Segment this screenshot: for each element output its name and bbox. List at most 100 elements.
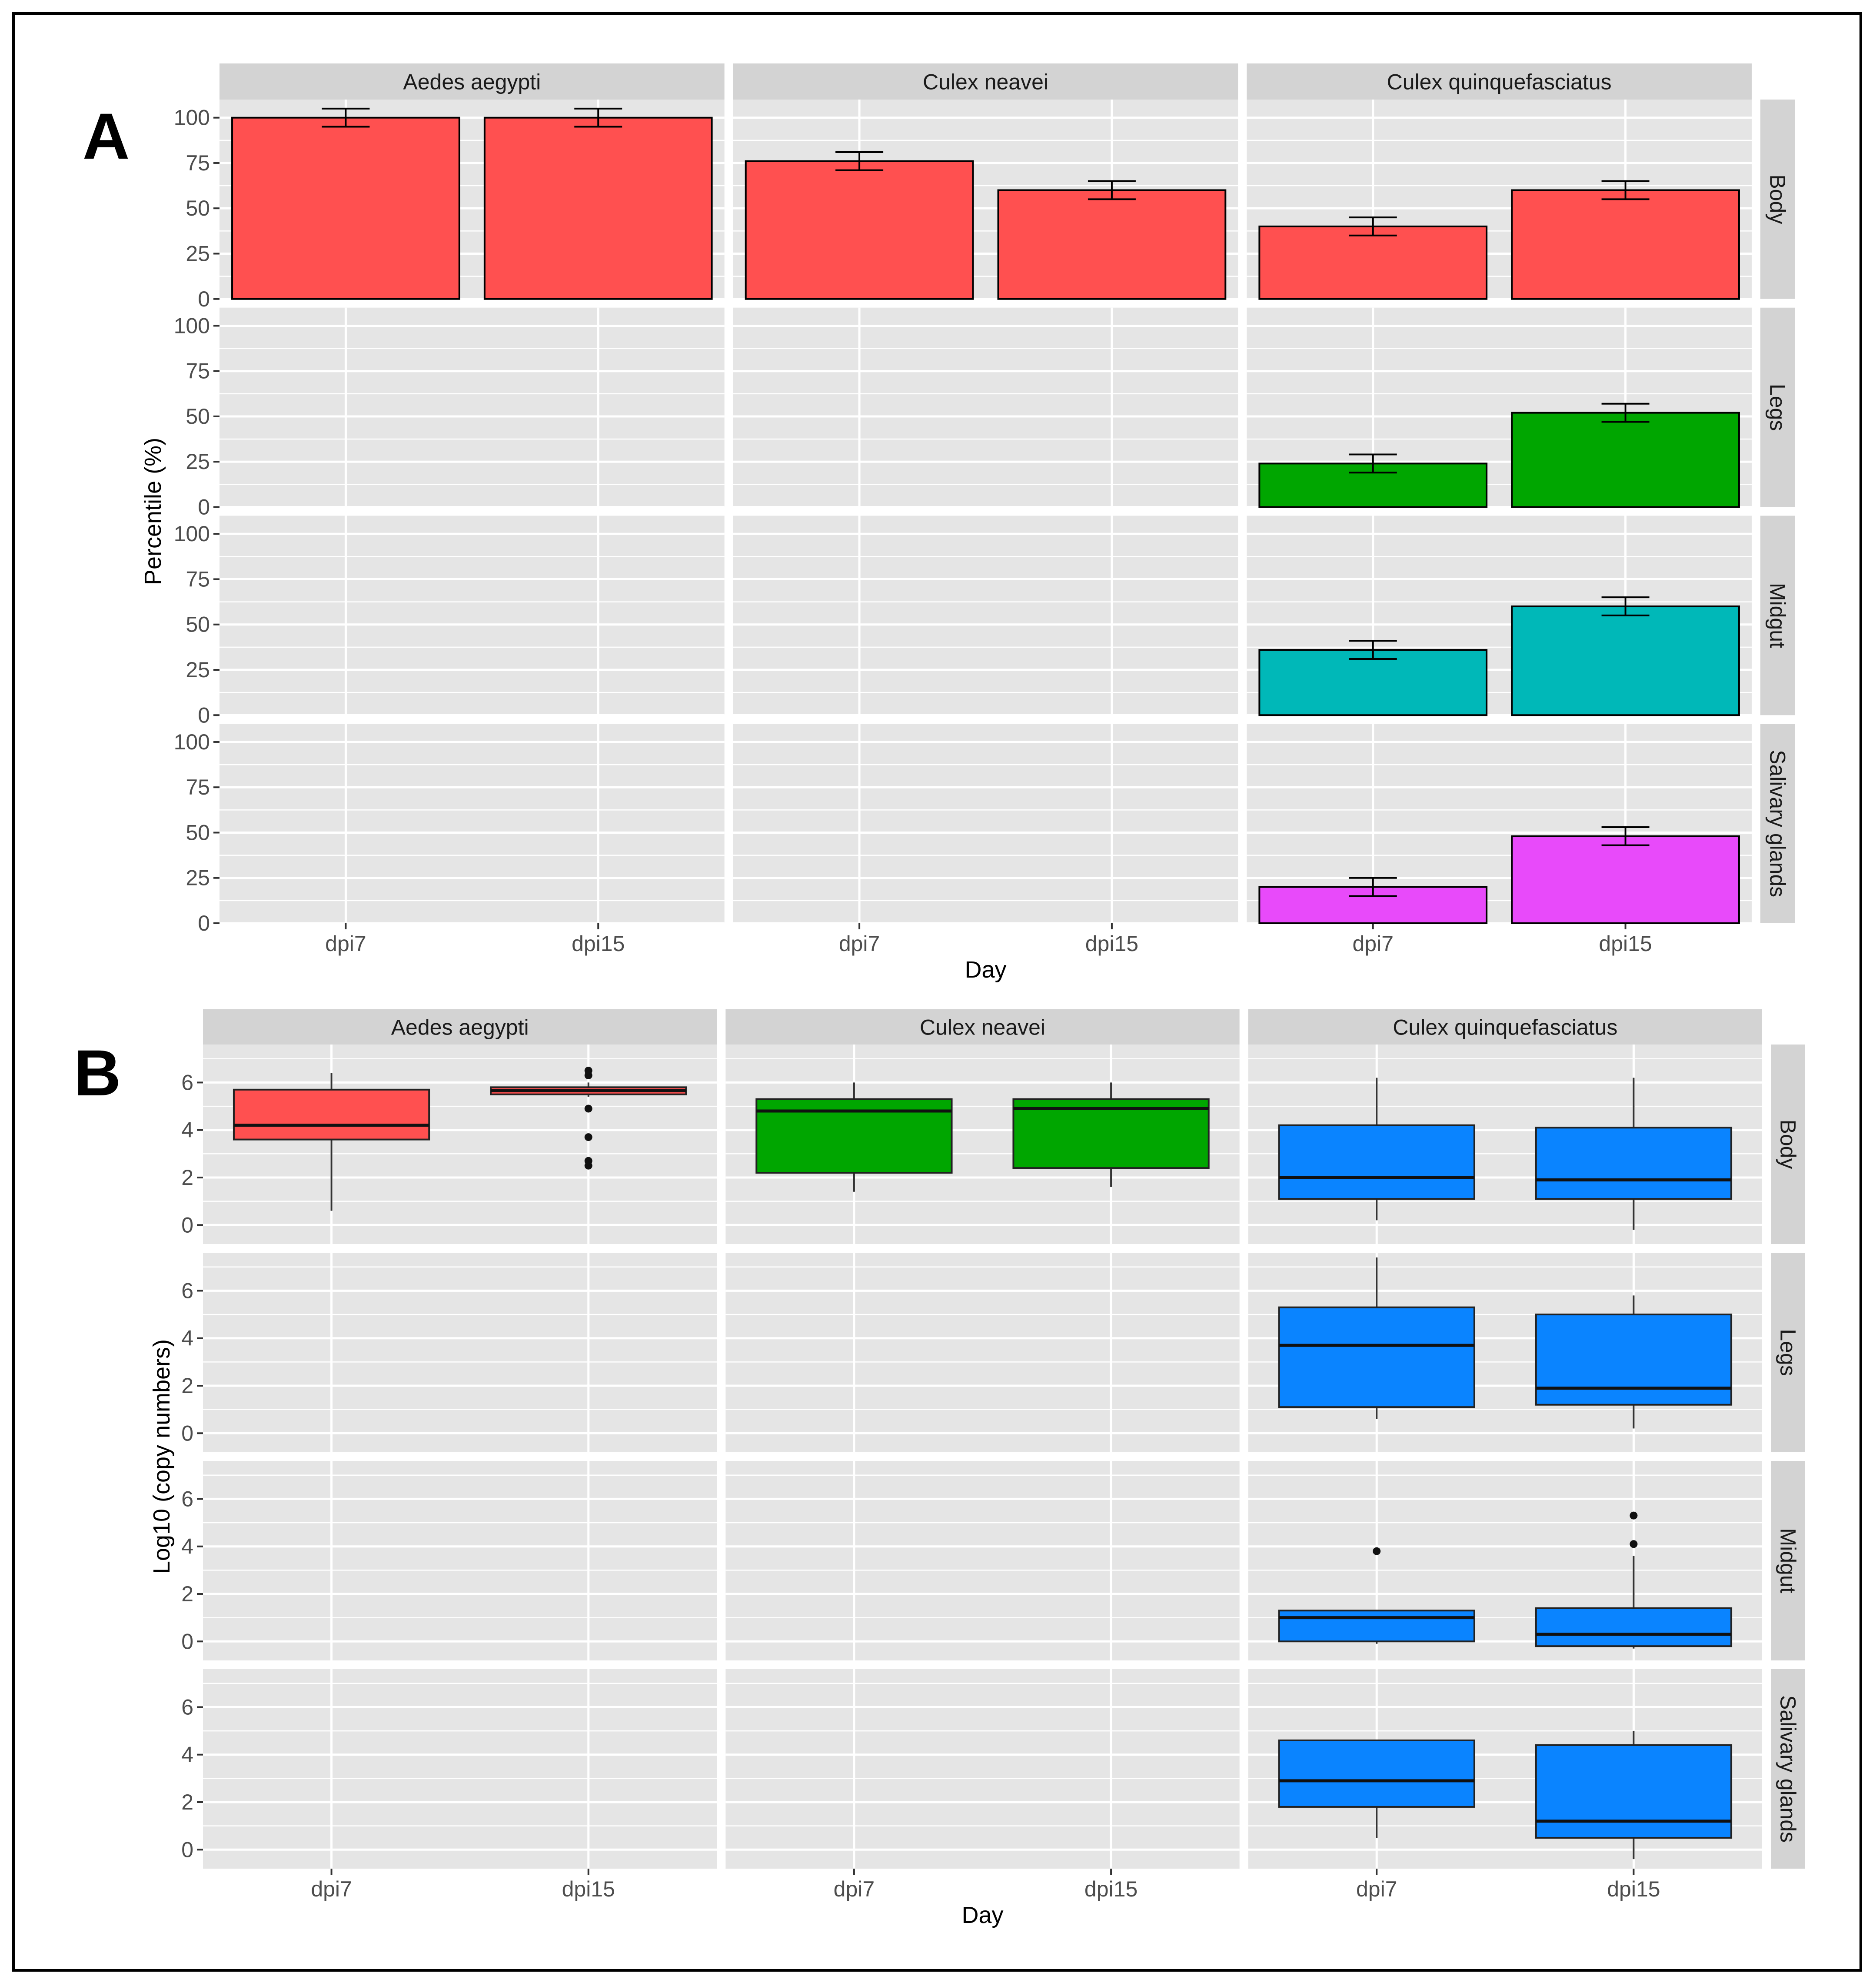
y-tick-label: 75 — [186, 359, 210, 383]
y-tick-label: 0 — [198, 495, 210, 519]
outlier-point — [584, 1104, 592, 1113]
x-tick-label: dpi7 — [325, 931, 366, 956]
box-culex-quinquefasciatus-salivary-glands-dpi15 — [1535, 1744, 1733, 1839]
outlier-point — [584, 1161, 592, 1170]
strip-midgut — [1771, 1461, 1805, 1660]
strip-salivary-glands — [1771, 1669, 1805, 1869]
bar-culex-quinquefasciatus-body-dpi7 — [1258, 225, 1488, 300]
strip-label-legs: Legs — [1776, 1329, 1800, 1376]
y-tick-label: 50 — [186, 612, 210, 637]
outlier-point — [1630, 1540, 1638, 1548]
strip-aedes-aegypti — [203, 1009, 717, 1045]
x-tick-label: dpi15 — [1084, 1877, 1138, 1901]
y-tick-label: 4 — [181, 1118, 193, 1142]
bar-culex-quinquefasciatus-body-dpi15 — [1511, 189, 1740, 300]
y-tick-label: 0 — [198, 703, 210, 727]
x-tick-label: dpi7 — [839, 931, 880, 956]
strip-body — [1771, 1045, 1805, 1244]
x-tick-label: dpi7 — [311, 1877, 352, 1901]
y-tick-label: 4 — [181, 1326, 193, 1351]
panel-bg — [203, 1253, 717, 1452]
strip-body — [1760, 100, 1795, 299]
y-tick-label: 4 — [181, 1743, 193, 1767]
y-tick-label: 0 — [181, 1837, 193, 1862]
y-tick-label: 2 — [181, 1165, 193, 1190]
outlier-point — [1373, 1547, 1381, 1555]
strip-label-midgut: Midgut — [1776, 1528, 1800, 1593]
y-tick-label: 25 — [186, 866, 210, 890]
y-axis-title: Percentile (%) — [140, 438, 166, 585]
bar-culex-quinquefasciatus-midgut-dpi7 — [1258, 649, 1488, 716]
box-aedes-aegypti-body-dpi7 — [233, 1088, 430, 1141]
x-tick-label: dpi15 — [1607, 1877, 1660, 1901]
strip-label-culex-neavei: Culex neavei — [920, 1015, 1045, 1040]
y-tick-label: 2 — [181, 1374, 193, 1398]
box-culex-quinquefasciatus-midgut-dpi7 — [1278, 1610, 1475, 1643]
x-tick-label: dpi15 — [1599, 931, 1652, 956]
panel-bg — [733, 724, 1238, 923]
strip-label-culex-quinquefasciatus: Culex quinquefasciatus — [1387, 70, 1612, 94]
y-tick-label: 50 — [186, 196, 210, 220]
bar-culex-neavei-body-dpi7 — [745, 160, 974, 300]
x-tick-label: dpi7 — [834, 1877, 875, 1901]
bar-culex-quinquefasciatus-legs-dpi15 — [1511, 412, 1740, 508]
strip-culex-neavei — [725, 1009, 1240, 1045]
strip-label-body: Body — [1766, 174, 1790, 224]
strip-label-aedes-aegypti: Aedes aegypti — [391, 1015, 529, 1040]
panel-bg — [733, 307, 1238, 507]
strip-culex-neavei — [733, 63, 1238, 100]
box-culex-quinquefasciatus-legs-dpi7 — [1278, 1306, 1475, 1408]
strip-label-aedes-aegypti: Aedes aegypti — [403, 70, 541, 94]
y-tick-label: 25 — [186, 241, 210, 266]
y-tick-label: 0 — [181, 1213, 193, 1237]
y-tick-label: 0 — [198, 911, 210, 935]
panel-label-a: A — [83, 100, 130, 173]
figure-frame — [12, 12, 1862, 1972]
y-tick-label: 25 — [186, 449, 210, 474]
bar-aedes-aegypti-body-dpi7 — [231, 116, 460, 300]
box-culex-quinquefasciatus-midgut-dpi15 — [1535, 1607, 1733, 1647]
y-tick-label: 50 — [186, 404, 210, 429]
strip-label-midgut: Midgut — [1766, 583, 1790, 648]
panel-bg — [725, 1461, 1240, 1660]
bar-culex-quinquefasciatus-salivary-glands-dpi15 — [1511, 835, 1740, 925]
panel-label-b: B — [74, 1036, 121, 1109]
panel-bg — [220, 307, 725, 507]
x-tick-label: dpi15 — [572, 931, 625, 956]
y-axis-title: Log10 (copy numbers) — [149, 1339, 175, 1574]
y-tick-label: 0 — [198, 287, 210, 311]
y-tick-label: 6 — [181, 1070, 193, 1094]
y-tick-label: 75 — [186, 151, 210, 175]
panel-bg — [220, 516, 725, 715]
y-tick-label: 100 — [174, 522, 210, 546]
y-tick-label: 0 — [181, 1629, 193, 1653]
strip-label-culex-quinquefasciatus: Culex quinquefasciatus — [1393, 1015, 1617, 1040]
panel-bg — [725, 1669, 1240, 1869]
panel-bg — [733, 516, 1238, 715]
strip-label-body: Body — [1776, 1120, 1800, 1169]
strip-aedes-aegypti — [220, 63, 725, 100]
outlier-point — [584, 1133, 592, 1141]
box-culex-quinquefasciatus-legs-dpi15 — [1535, 1314, 1733, 1406]
y-tick-label: 0 — [181, 1421, 193, 1445]
x-tick-label: dpi7 — [1356, 1877, 1397, 1901]
strip-legs — [1771, 1253, 1805, 1452]
y-tick-label: 2 — [181, 1790, 193, 1814]
bar-culex-quinquefasciatus-midgut-dpi15 — [1511, 605, 1740, 716]
panel-bg — [725, 1253, 1240, 1452]
y-tick-label: 100 — [174, 730, 210, 754]
outlier-point — [1630, 1511, 1638, 1520]
strip-culex-quinquefasciatus — [1247, 63, 1752, 100]
panel-bg — [220, 724, 725, 923]
y-tick-label: 100 — [174, 106, 210, 130]
box-culex-neavei-body-dpi15 — [1012, 1098, 1210, 1169]
strip-culex-quinquefasciatus — [1248, 1009, 1762, 1045]
strip-label-salivary-glands: Salivary glands — [1776, 1695, 1800, 1843]
panel-bg — [203, 1669, 717, 1869]
y-tick-label: 6 — [181, 1487, 193, 1511]
y-tick-label: 100 — [174, 313, 210, 338]
bar-aedes-aegypti-body-dpi15 — [483, 116, 713, 300]
strip-label-salivary-glands: Salivary glands — [1766, 750, 1790, 897]
y-tick-label: 75 — [186, 775, 210, 799]
